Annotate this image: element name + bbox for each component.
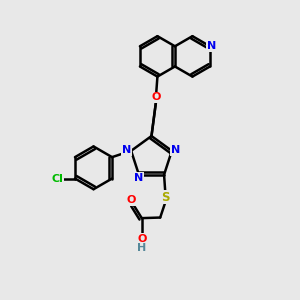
Text: H: H bbox=[137, 243, 146, 253]
Text: O: O bbox=[126, 195, 136, 205]
Text: S: S bbox=[161, 190, 170, 203]
Text: O: O bbox=[151, 92, 160, 102]
Text: N: N bbox=[171, 145, 181, 155]
Text: N: N bbox=[207, 41, 216, 51]
Text: N: N bbox=[122, 145, 132, 155]
Text: O: O bbox=[137, 234, 146, 244]
Text: Cl: Cl bbox=[51, 173, 63, 184]
Text: N: N bbox=[134, 173, 143, 183]
